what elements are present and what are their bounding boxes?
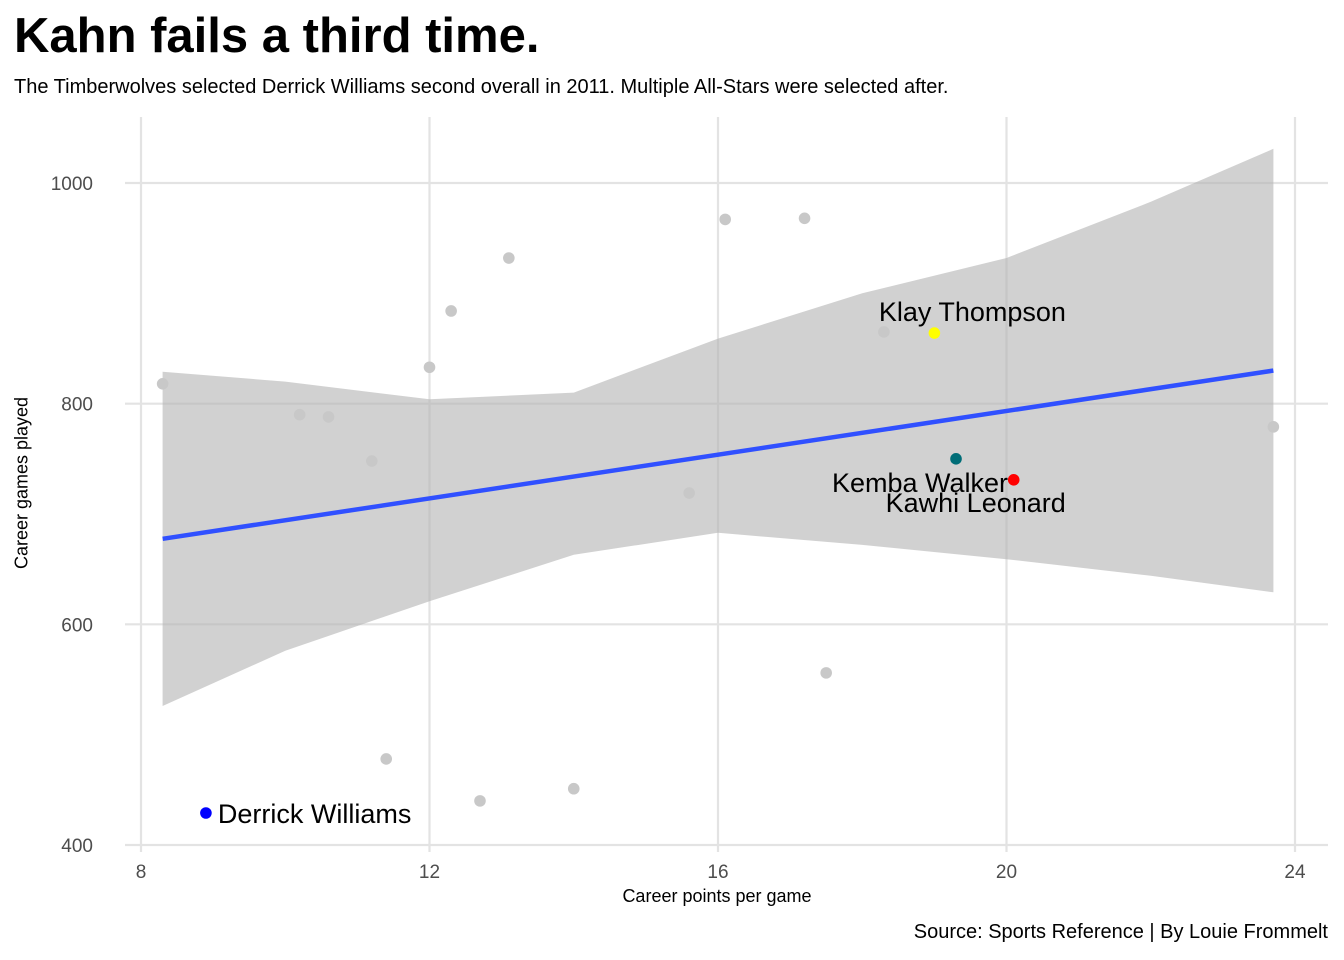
data-point bbox=[567, 782, 580, 795]
y-tick-label: 600 bbox=[61, 615, 93, 636]
x-tick-label: 20 bbox=[996, 862, 1017, 883]
data-point bbox=[322, 411, 335, 423]
highlighted-point bbox=[928, 327, 941, 339]
chart-subtitle: The Timberwolves selected Derrick Willia… bbox=[14, 76, 949, 98]
x-axis-label: Career points per game bbox=[622, 886, 812, 906]
point-label: Kawhi Leonard bbox=[886, 488, 1066, 518]
data-point bbox=[683, 487, 695, 499]
highlighted-point bbox=[1007, 473, 1020, 486]
chart-title: Kahn fails a third time. bbox=[14, 9, 540, 63]
x-tick-label: 12 bbox=[419, 862, 440, 883]
x-tick-label: 8 bbox=[136, 862, 147, 883]
x-tick-label: 24 bbox=[1284, 862, 1306, 883]
y-axis-ticks: 400 600 800 1000 bbox=[51, 174, 93, 857]
highlighted-points: Derrick Williams Klay Thompson Kemba Walke… bbox=[200, 297, 1066, 829]
y-axis-label: Career games played bbox=[11, 396, 32, 570]
x-tick-label: 16 bbox=[707, 862, 728, 883]
data-point bbox=[380, 753, 393, 765]
data-point bbox=[156, 378, 169, 390]
highlighted-point bbox=[200, 807, 212, 819]
data-point bbox=[423, 361, 436, 374]
point-label: Derrick Williams bbox=[218, 799, 411, 829]
data-point bbox=[445, 305, 457, 317]
data-point bbox=[798, 212, 811, 225]
confidence-band-area bbox=[162, 148, 1274, 707]
y-tick-label: 1000 bbox=[51, 174, 93, 195]
source-caption: Source: Sports Reference | By Louie From… bbox=[913, 921, 1328, 943]
data-point bbox=[366, 455, 378, 467]
data-point bbox=[1267, 421, 1280, 433]
trend-line bbox=[162, 368, 1274, 542]
data-point bbox=[293, 408, 306, 421]
data-point bbox=[474, 795, 486, 807]
data-point bbox=[878, 326, 890, 338]
y-tick-label: 800 bbox=[61, 395, 93, 416]
point-label: Klay Thompson bbox=[879, 297, 1066, 327]
y-tick-label: 400 bbox=[61, 836, 93, 857]
regression-line bbox=[162, 368, 1274, 542]
data-point bbox=[820, 667, 832, 679]
highlighted-point bbox=[950, 453, 962, 465]
x-axis-ticks: 8 12 16 20 24 bbox=[136, 862, 1306, 883]
data-point bbox=[719, 213, 732, 226]
point-label: Kemba Walker bbox=[832, 468, 1008, 498]
confidence-band bbox=[162, 148, 1274, 707]
data-point bbox=[503, 252, 515, 264]
background-points bbox=[156, 212, 1280, 807]
